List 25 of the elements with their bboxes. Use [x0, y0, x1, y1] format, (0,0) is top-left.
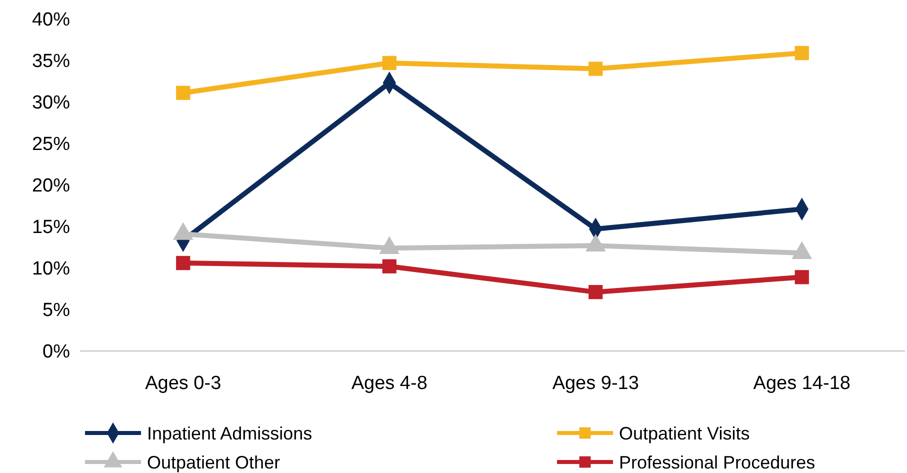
point	[176, 256, 190, 270]
legend-label: Outpatient Visits	[619, 423, 750, 444]
y-tick-label: 25%	[32, 134, 70, 156]
point	[794, 270, 809, 284]
point	[382, 259, 396, 274]
x-tick-label: Ages 14-18	[753, 373, 850, 394]
y-tick-label: 0%	[42, 342, 70, 363]
point	[588, 285, 603, 300]
point	[382, 56, 396, 70]
x-tick-label: Ages 4-8	[351, 373, 428, 394]
y-tick-label: 35%	[32, 51, 70, 72]
y-tick-label: 40%	[32, 10, 70, 31]
point	[176, 86, 190, 100]
y-tick-label: 5%	[42, 300, 70, 322]
y-tick-label: 15%	[32, 217, 70, 238]
y-tick-label: 20%	[32, 176, 70, 197]
legend-label: Inpatient Admissions	[147, 423, 312, 444]
point	[588, 62, 603, 76]
legend-label: Professional Procedures	[619, 452, 816, 472]
x-tick-label: Ages 9-13	[552, 373, 639, 394]
y-tick-label: 30%	[32, 92, 70, 114]
x-tick-label: Ages 0-3	[145, 373, 222, 394]
point	[794, 46, 809, 60]
legend-label: Outpatient Other	[147, 452, 280, 472]
y-tick-label: 10%	[32, 258, 70, 280]
